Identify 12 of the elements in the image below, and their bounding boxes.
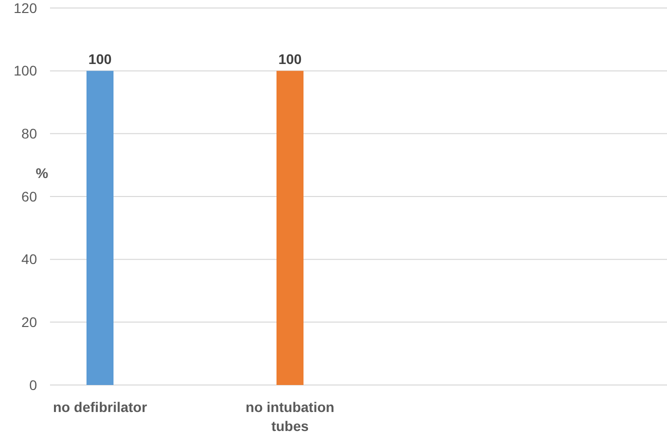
y-tick-label: 120	[14, 0, 38, 16]
y-tick-label: 20	[21, 314, 38, 330]
data-label: 100	[278, 50, 302, 67]
y-tick-label: 80	[21, 126, 38, 142]
y-axis-title: %	[36, 165, 49, 181]
y-tick-label: 60	[21, 188, 38, 204]
y-tick-label: 100	[14, 62, 38, 79]
data-label: 100	[88, 50, 112, 67]
y-tick-label: 0	[29, 376, 38, 393]
y-tick-label: 40	[21, 251, 38, 268]
x-tick-label: no intubation tubes	[246, 399, 334, 434]
x-tick-label: no defibrilator	[52, 399, 148, 415]
